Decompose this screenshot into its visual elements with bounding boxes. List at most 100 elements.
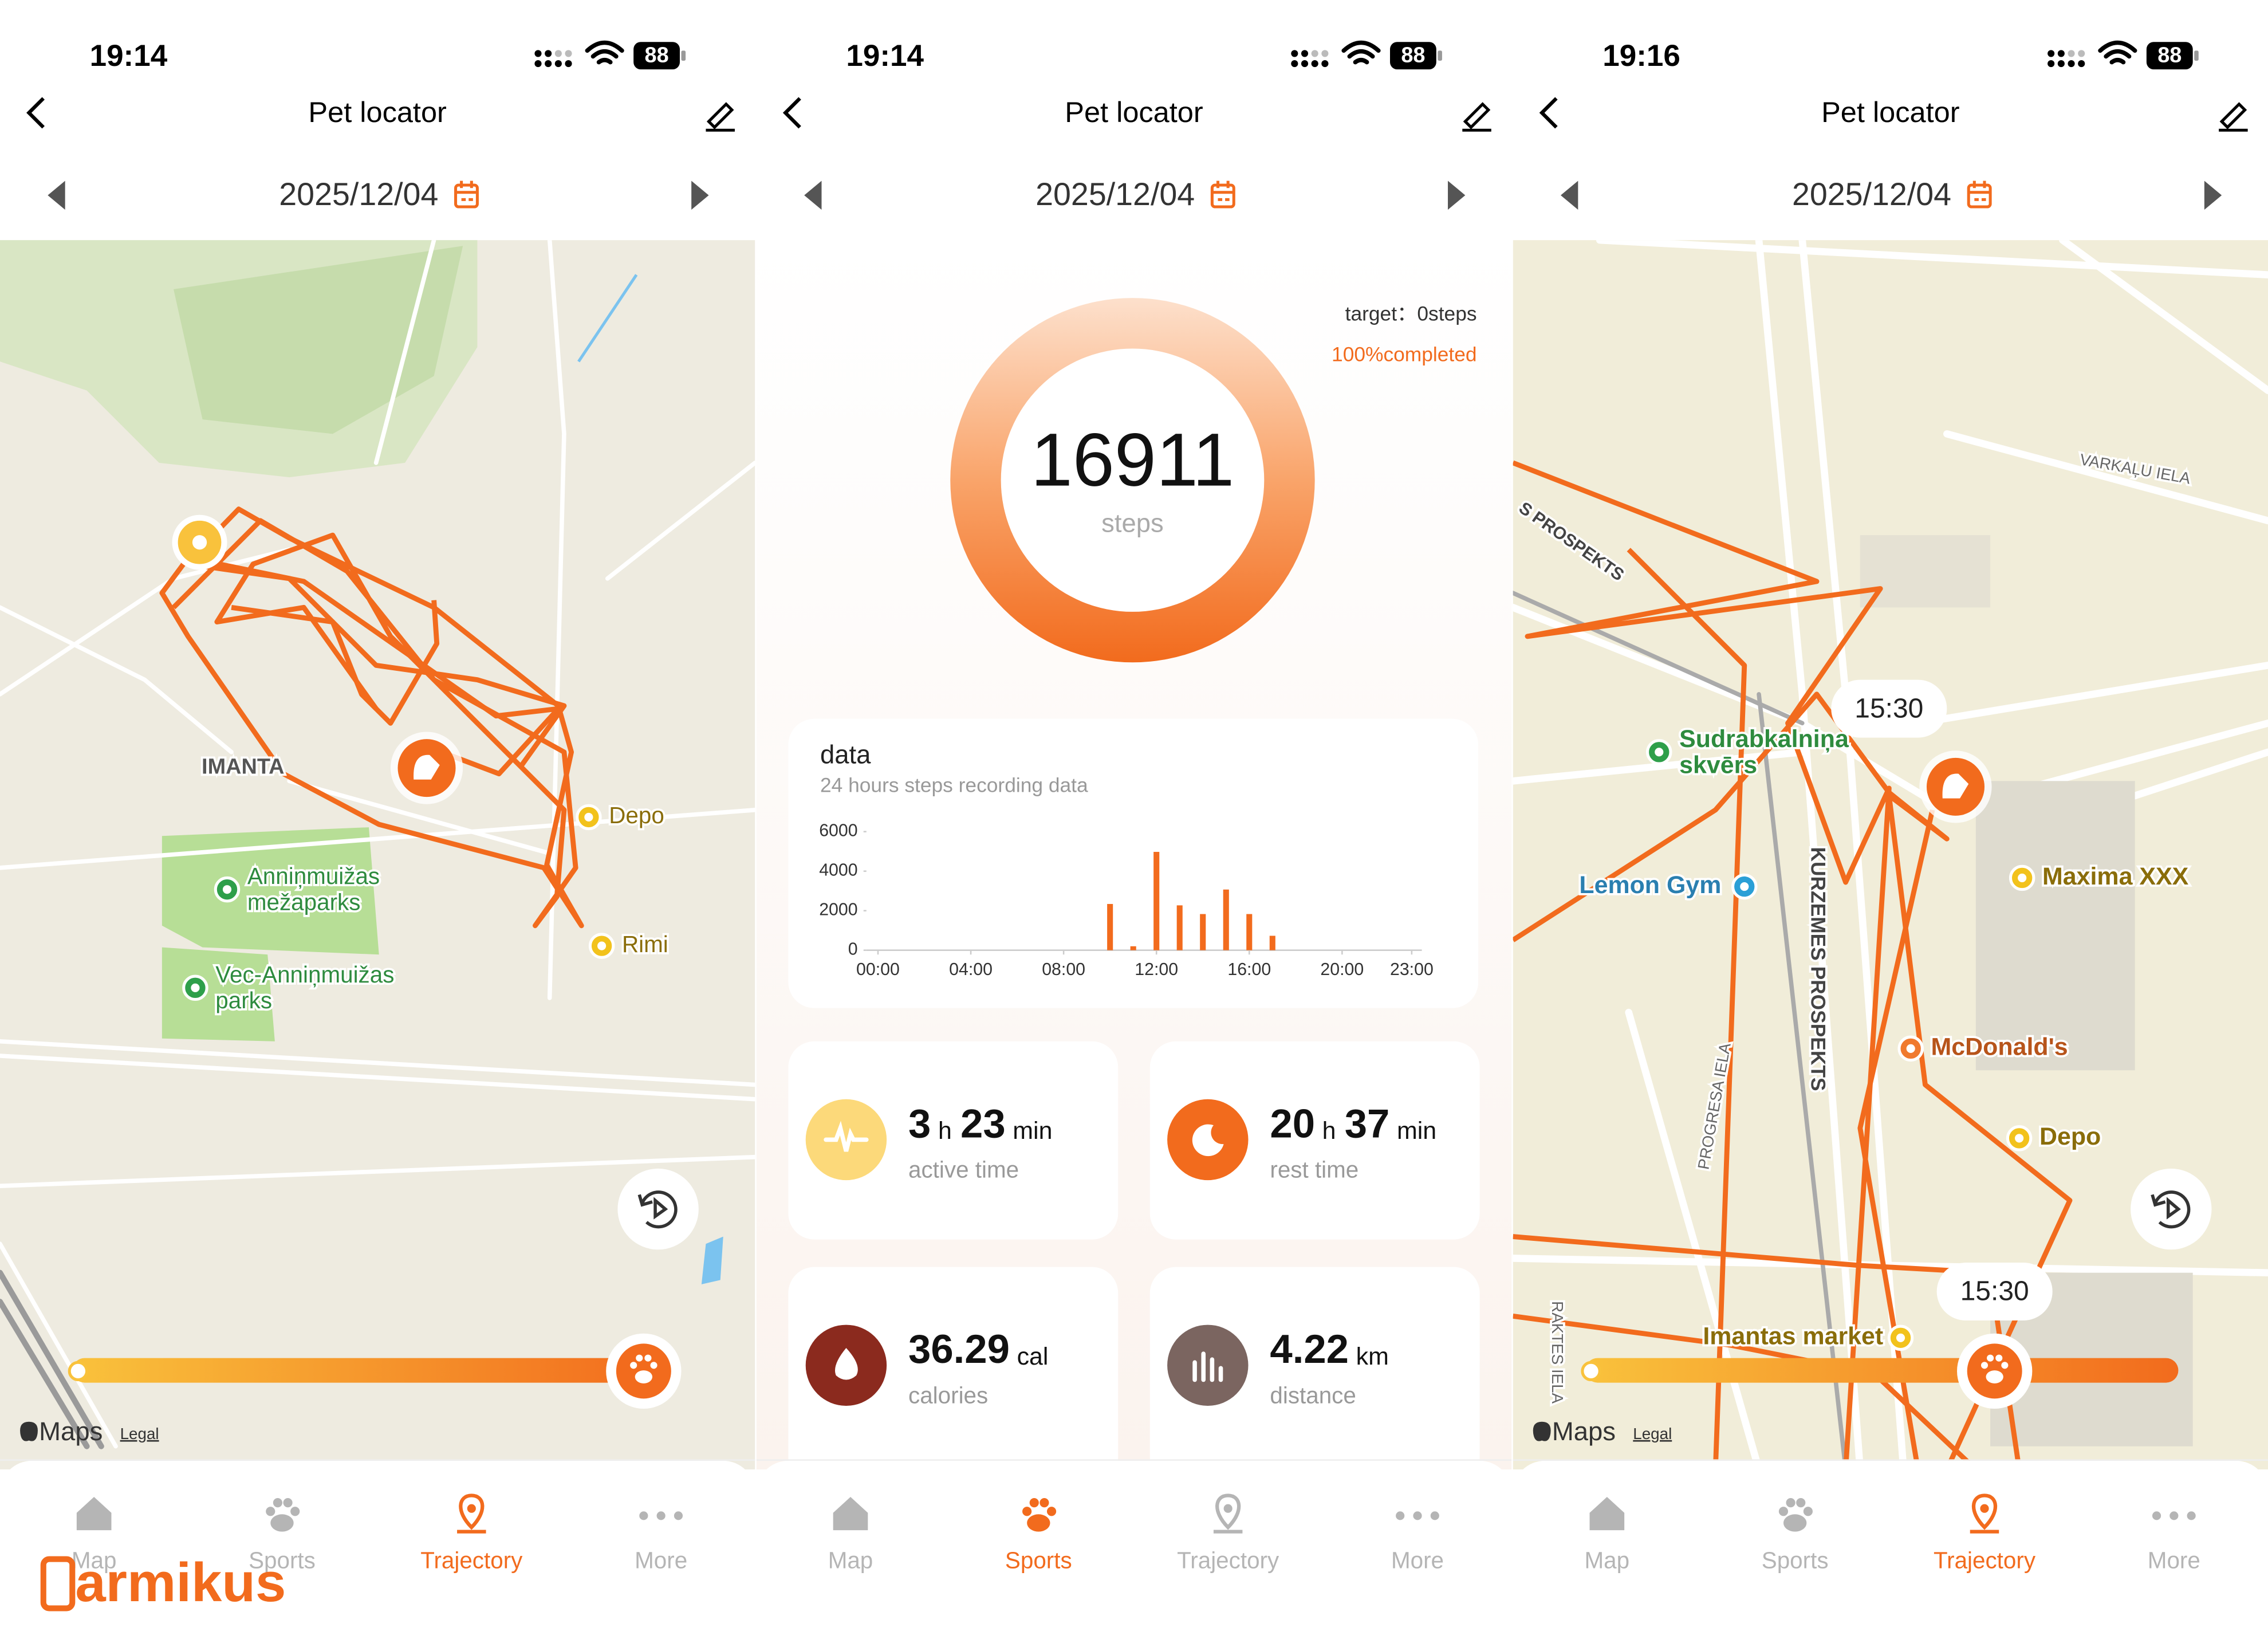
stat-value: 36.29: [908, 1326, 1010, 1371]
tab-icon-home: [1589, 1497, 1625, 1531]
signal-dot: [2057, 50, 2065, 57]
poi-icon-glyph: [191, 983, 200, 992]
edit-button[interactable]: [706, 102, 735, 132]
signal-dot: [1311, 50, 1318, 57]
back-button[interactable]: [782, 97, 801, 129]
header-title: Pet locator: [308, 96, 446, 128]
tab-label: Trajectory: [420, 1547, 523, 1573]
tab-button[interactable]: More: [2148, 1511, 2200, 1573]
tab-icon-paw: [1027, 1514, 1050, 1532]
bar: [1153, 852, 1160, 950]
trajectory: [1513, 460, 1892, 1470]
tab-button[interactable]: Sports: [1005, 1498, 1072, 1573]
prev-day-button[interactable]: [804, 180, 822, 210]
tab-icon-more: [2187, 1511, 2196, 1520]
stat-card-bg: [1149, 1267, 1480, 1484]
road: [373, 240, 436, 465]
replay-button[interactable]: [617, 1168, 699, 1250]
slider-knob-paw: [1986, 1370, 2003, 1383]
slider-track: [1585, 1358, 2179, 1383]
tab-icon-more: [656, 1511, 666, 1520]
tab-button[interactable]: Trajectory: [420, 1493, 523, 1573]
edit-button[interactable]: [2219, 102, 2248, 132]
tab-icon-more: [2169, 1511, 2179, 1520]
replay-button[interactable]: [2131, 1168, 2212, 1250]
road: [1943, 430, 2268, 525]
road: [0, 1054, 755, 1102]
x-tick-label: 20:00: [1320, 960, 1364, 979]
signal-dot: [565, 60, 572, 68]
road: [1755, 240, 1864, 1470]
slider-start: [68, 1361, 89, 1382]
time-slider[interactable]: [68, 1333, 682, 1409]
tab-button[interactable]: Trajectory: [1934, 1493, 2036, 1573]
next-day-button[interactable]: [2204, 180, 2222, 210]
stat-card: 20 h 37 min rest time: [1149, 1041, 1480, 1240]
tab-button[interactable]: Map: [828, 1497, 873, 1573]
tab-icon-more: [2152, 1511, 2161, 1520]
bar: [1200, 914, 1206, 950]
stat-value: 4.22: [1270, 1326, 1349, 1371]
stat-value: 23: [960, 1100, 1006, 1146]
map-label: IMANTA: [199, 753, 286, 781]
signal-icon: [2048, 50, 2085, 68]
stat-card-bg: [788, 1267, 1119, 1484]
map-label-text: Lemon Gym: [1579, 871, 1721, 899]
stat-label: distance: [1270, 1382, 1356, 1408]
tab-label: More: [2148, 1547, 2200, 1573]
tab-icon-paw: [1040, 1498, 1049, 1508]
building: [1975, 781, 2135, 1071]
tab-button[interactable]: Trajectory: [1177, 1493, 1279, 1573]
signal-dot: [2068, 60, 2075, 68]
stat-card: 36.29 cal calories: [788, 1267, 1119, 1484]
road: [1513, 604, 2268, 814]
maps-attribution: Maps: [39, 1417, 103, 1446]
battery-body: [633, 42, 680, 70]
back-button[interactable]: [26, 97, 45, 129]
stat-unit: h: [1322, 1117, 1336, 1145]
signal-dot: [2057, 60, 2065, 68]
edit-button[interactable]: [1462, 102, 1491, 132]
road: [1513, 748, 1806, 785]
calendar-button[interactable]: [454, 180, 479, 209]
map-label-text: Depo: [2039, 1123, 2101, 1150]
next-day-button[interactable]: [1448, 180, 1466, 210]
tab-icon-paw: [283, 1498, 293, 1508]
tab-button[interactable]: Sports: [1762, 1498, 1829, 1573]
pet-marker-glyph: [1942, 773, 1969, 799]
prev-day-button[interactable]: [1561, 180, 1578, 210]
calendar-icon: [1967, 183, 1992, 209]
tab-bar-shadow: [0, 1459, 755, 1461]
x-tick-label: 12:00: [1135, 960, 1178, 979]
battery-level: 88: [645, 43, 669, 67]
tab-label: Sports: [1005, 1547, 1072, 1573]
tab-bar: [1513, 1460, 2268, 1643]
tab-button[interactable]: Map: [1585, 1497, 1630, 1573]
next-day-button[interactable]: [691, 180, 709, 210]
map-label: RAKTES IELA: [1546, 1299, 1569, 1406]
prev-day-button[interactable]: [48, 180, 65, 210]
time-callout: 15:30: [1831, 679, 1947, 738]
stat-icon: [805, 1099, 887, 1181]
tab-button[interactable]: Map: [72, 1497, 117, 1573]
battery-tip: [681, 50, 686, 61]
back-button[interactable]: [1539, 97, 1558, 129]
tab-label: Sports: [1762, 1547, 1829, 1573]
replay-icon: [637, 1190, 678, 1229]
slider-knob-paw: [1980, 1362, 1989, 1369]
tab-label: Map: [72, 1547, 117, 1573]
calendar-button[interactable]: [1967, 180, 1992, 209]
road: [0, 1154, 755, 1188]
tab-button[interactable]: Sports: [249, 1498, 316, 1573]
map-label-text: mežaparks: [247, 889, 361, 915]
tab-button[interactable]: More: [635, 1511, 687, 1573]
time-slider[interactable]: [1581, 1333, 2179, 1409]
tab-icon-paw: [1778, 1507, 1789, 1516]
signal-dot: [534, 50, 542, 57]
x-tick-label: 00:00: [856, 960, 900, 979]
map-label-text: IMANTA: [202, 755, 284, 779]
tab-button[interactable]: More: [1391, 1511, 1444, 1573]
tab-icon-paw: [1022, 1507, 1032, 1516]
calendar-button[interactable]: [1210, 180, 1235, 209]
